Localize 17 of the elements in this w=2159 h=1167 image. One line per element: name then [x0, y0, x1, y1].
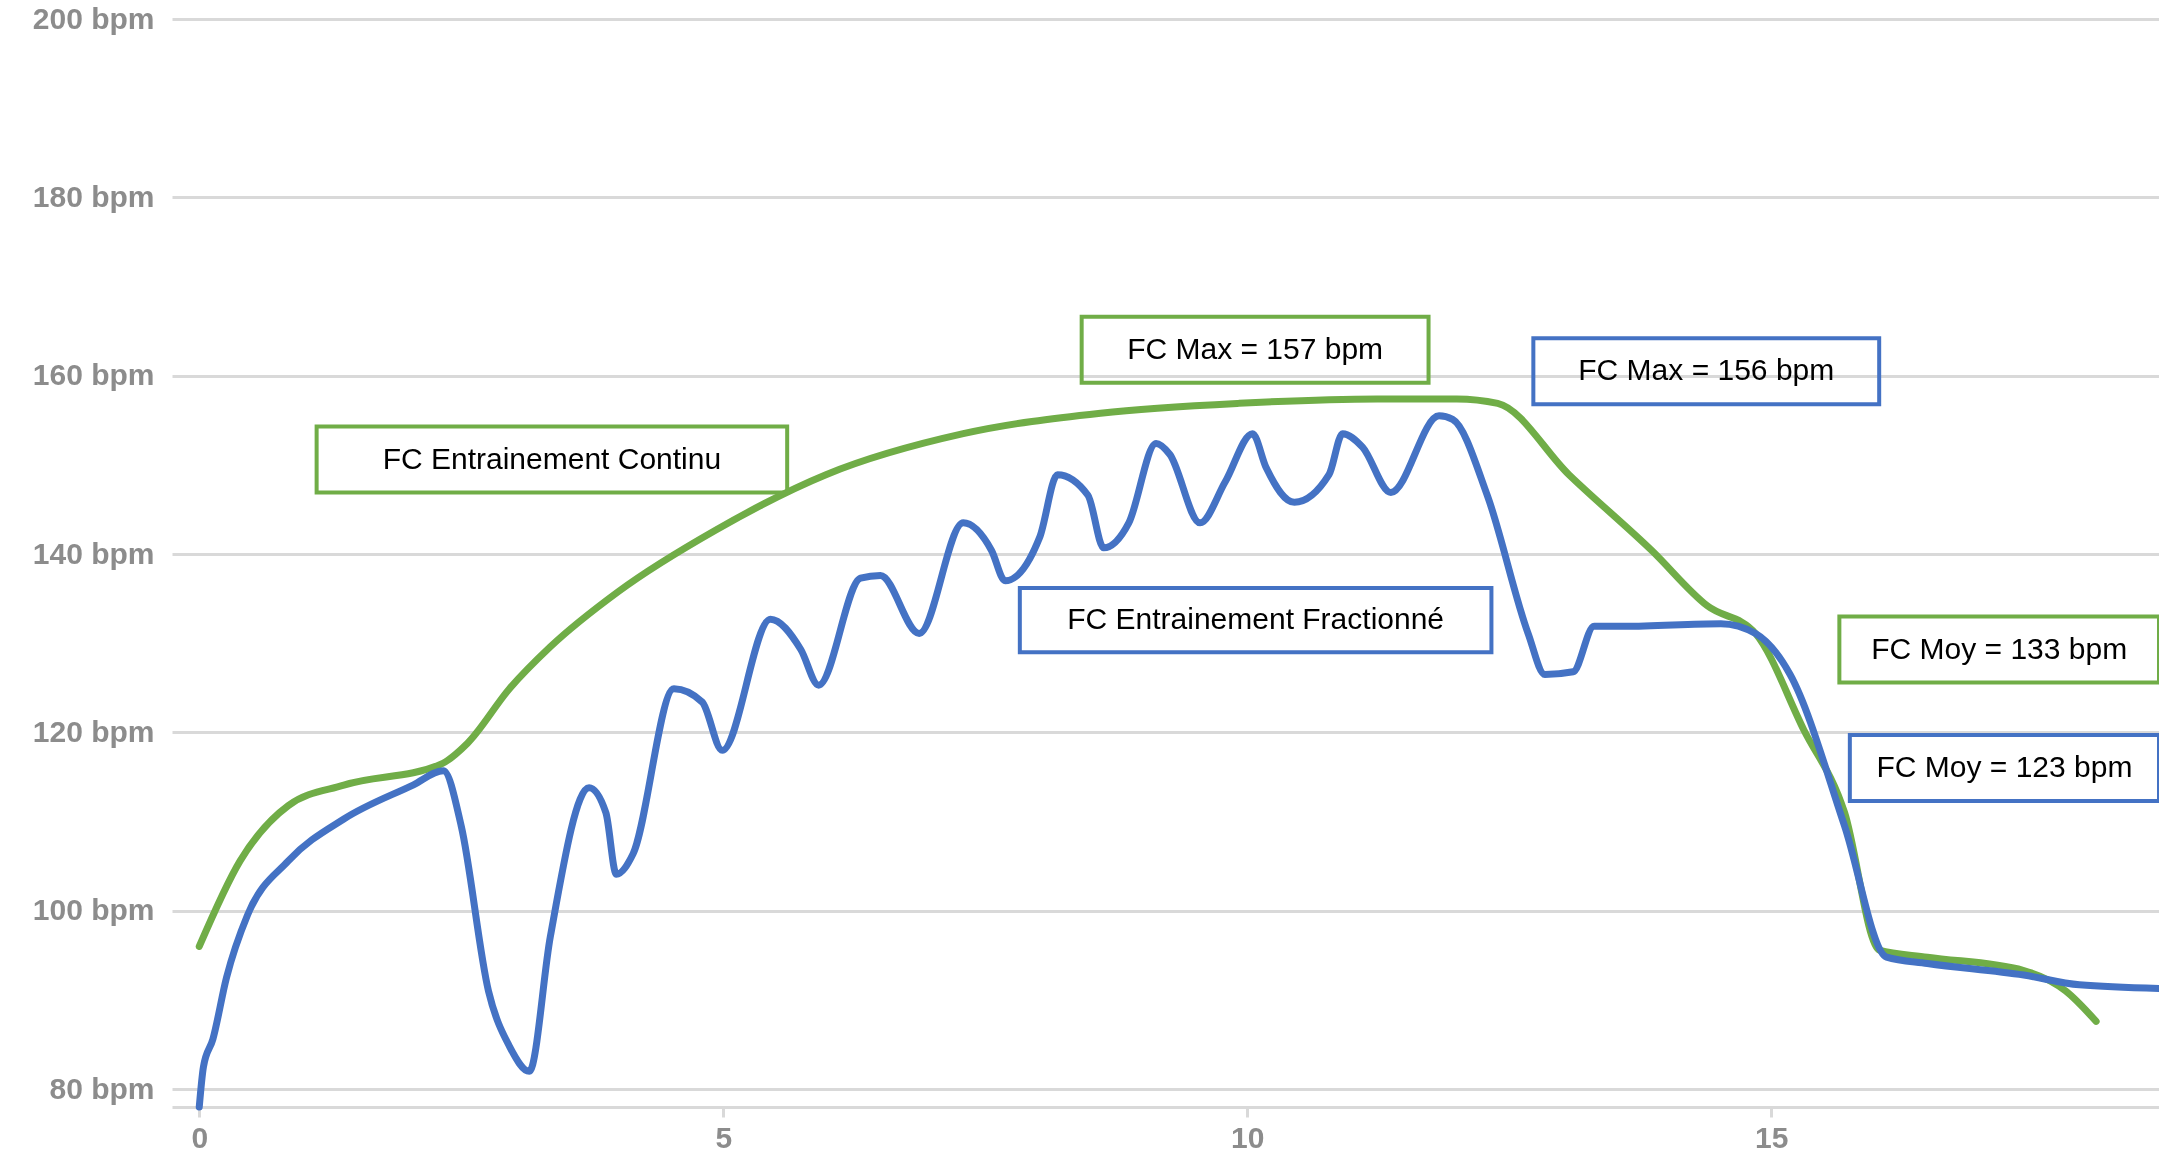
- series-label: FC Entrainement Fractionné: [1067, 602, 1445, 636]
- x-tick-label: 10: [1231, 1120, 1265, 1154]
- annotation: FC Moy = 123 bpm: [1876, 750, 2133, 784]
- y-tick-label: 200 bpm: [32, 1, 155, 35]
- y-tick-label: 180 bpm: [32, 179, 155, 213]
- series-label: FC Entrainement Continu: [382, 441, 722, 475]
- y-tick-label: 80 bpm: [49, 1071, 155, 1105]
- annotation: FC Moy = 133 bpm: [1871, 631, 2128, 665]
- x-tick-label: 15: [1755, 1120, 1789, 1154]
- y-tick-label: 160 bpm: [32, 358, 155, 392]
- x-tick-label: 0: [191, 1120, 209, 1154]
- annotation: FC Max = 157 bpm: [1127, 331, 1384, 365]
- y-tick-label: 140 bpm: [32, 536, 155, 570]
- annotation: FC Max = 156 bpm: [1578, 353, 1835, 387]
- x-tick-label: 5: [715, 1120, 733, 1154]
- y-tick-label: 100 bpm: [32, 893, 155, 927]
- y-tick-label: 120 bpm: [32, 714, 155, 748]
